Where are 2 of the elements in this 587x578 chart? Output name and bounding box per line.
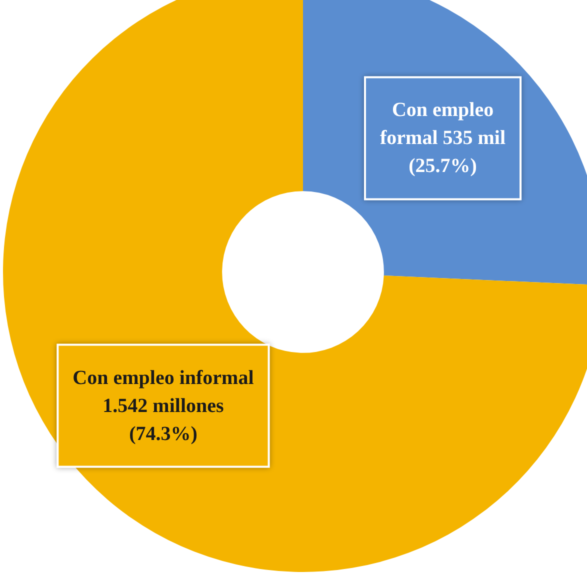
slice-label: Con empleo informal 1.542 millones (74.3%) (72, 366, 254, 445)
slice-label: Con empleo formal 535 mil (25.7%) (380, 99, 506, 178)
